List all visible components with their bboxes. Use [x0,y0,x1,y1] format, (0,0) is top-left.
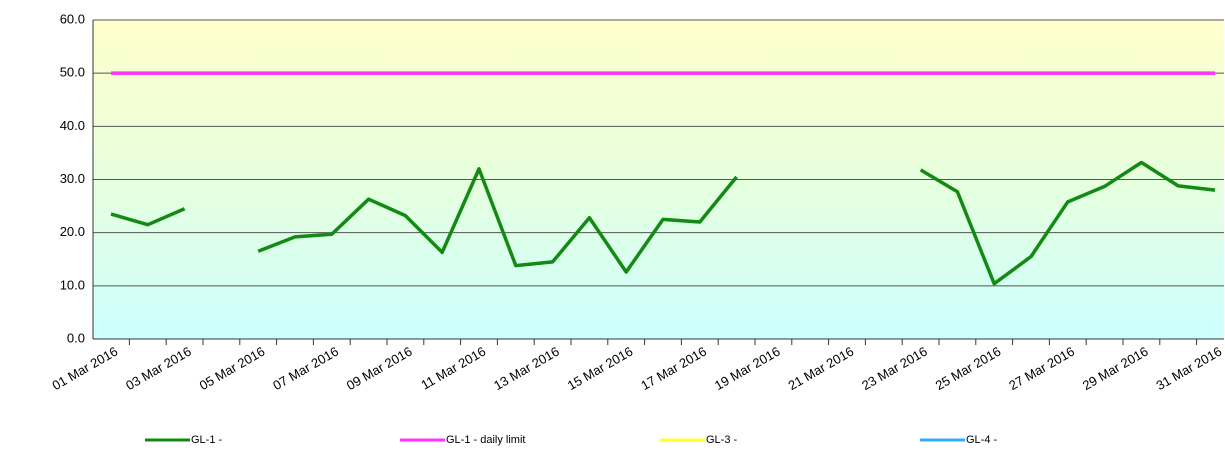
x-tick-label: 25 Mar 2016 [933,344,1004,393]
x-tick-label: 31 Mar 2016 [1153,344,1224,393]
y-tick-label: 50.0 [60,65,85,80]
x-tick-label: 17 Mar 2016 [638,344,709,393]
x-tick-label: 01 Mar 2016 [49,344,120,393]
x-tick-label: 23 Mar 2016 [859,344,930,393]
y-tick-label: 20.0 [60,224,85,239]
y-tick-label: 10.0 [60,277,85,292]
y-tick-label: 40.0 [60,118,85,133]
x-tick-label: 27 Mar 2016 [1006,344,1077,393]
x-tick-label: 03 Mar 2016 [123,344,194,393]
x-tick-label: 13 Mar 2016 [491,344,562,393]
x-tick-label: 15 Mar 2016 [565,344,636,393]
x-tick-label: 21 Mar 2016 [785,344,856,393]
y-tick-label: 0.0 [67,330,85,345]
legend-label: GL-3 - [706,434,738,446]
y-tick-label: 30.0 [60,171,85,186]
x-tick-label: 05 Mar 2016 [197,344,268,393]
x-tick-label: 19 Mar 2016 [712,344,783,393]
y-tick-label: 60.0 [60,11,85,26]
x-tick-label: 09 Mar 2016 [344,344,415,393]
x-tick-label: 07 Mar 2016 [270,344,341,393]
x-tick-label: 11 Mar 2016 [418,344,488,393]
series-line [110,160,1216,286]
legend-label: GL-1 - daily limit [446,434,525,446]
x-tick-label: 29 Mar 2016 [1080,344,1151,393]
legend-label: GL-4 - [966,434,998,446]
legend-label: GL-1 - [191,434,223,446]
